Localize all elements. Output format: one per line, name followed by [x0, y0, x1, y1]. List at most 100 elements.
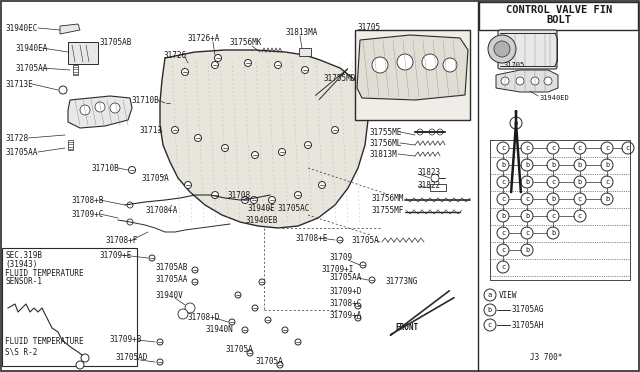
Bar: [430, 184, 446, 191]
Text: c: c: [525, 196, 529, 202]
Circle shape: [497, 193, 509, 205]
Circle shape: [443, 58, 457, 72]
Circle shape: [235, 292, 241, 298]
Text: FLUID TEMPERATURE: FLUID TEMPERATURE: [5, 337, 84, 346]
Text: 31705A: 31705A: [142, 173, 170, 183]
Text: 31709+B: 31709+B: [110, 336, 142, 344]
Polygon shape: [60, 24, 80, 34]
Text: b: b: [501, 162, 505, 168]
Circle shape: [484, 304, 496, 316]
Circle shape: [192, 267, 198, 273]
Circle shape: [497, 210, 509, 222]
Circle shape: [277, 362, 283, 368]
Circle shape: [259, 279, 265, 285]
Text: 31755MF: 31755MF: [372, 205, 404, 215]
Text: b: b: [525, 247, 529, 253]
Text: 31708+E: 31708+E: [295, 234, 328, 243]
Circle shape: [521, 210, 533, 222]
Text: 31708+B: 31708+B: [72, 196, 104, 205]
Text: 31705A: 31705A: [255, 357, 283, 366]
Text: CONTROL VALVE FIN: CONTROL VALVE FIN: [506, 5, 612, 15]
Text: 31710B: 31710B: [132, 96, 160, 105]
Circle shape: [497, 227, 509, 239]
Text: a: a: [488, 292, 492, 298]
Circle shape: [497, 142, 509, 154]
Text: c: c: [501, 264, 505, 270]
Text: 31940EA: 31940EA: [15, 44, 47, 52]
Circle shape: [574, 159, 586, 171]
Circle shape: [110, 103, 120, 113]
Circle shape: [601, 142, 613, 154]
Text: SENSOR-1: SENSOR-1: [5, 278, 42, 286]
Text: 31813M: 31813M: [370, 150, 397, 158]
Polygon shape: [357, 35, 468, 100]
Text: 31709+C: 31709+C: [72, 209, 104, 218]
Bar: [299, 48, 311, 56]
Text: 31940ED: 31940ED: [540, 95, 570, 101]
Circle shape: [211, 61, 218, 68]
Text: VIEW: VIEW: [499, 291, 518, 299]
Text: 31705AA: 31705AA: [5, 148, 37, 157]
Circle shape: [417, 129, 423, 135]
Circle shape: [250, 196, 257, 203]
Text: c: c: [501, 145, 505, 151]
Circle shape: [547, 193, 559, 205]
Text: 31940N: 31940N: [205, 326, 233, 334]
Circle shape: [295, 339, 301, 345]
Circle shape: [95, 102, 105, 112]
Text: FLUID TEMPERATURE: FLUID TEMPERATURE: [5, 269, 84, 278]
Circle shape: [275, 61, 282, 68]
Circle shape: [278, 148, 285, 155]
Text: 31726+A: 31726+A: [188, 33, 220, 42]
Text: 31813MA: 31813MA: [285, 28, 317, 36]
Text: S\S R-2: S\S R-2: [5, 347, 37, 356]
Text: c: c: [501, 230, 505, 236]
Circle shape: [337, 237, 343, 243]
Circle shape: [510, 117, 522, 129]
Circle shape: [185, 303, 195, 313]
Text: c: c: [605, 179, 609, 185]
Bar: [67, 140, 72, 150]
Text: 31773NG: 31773NG: [385, 278, 417, 286]
Circle shape: [574, 176, 586, 188]
Bar: [68, 42, 98, 64]
Circle shape: [244, 60, 252, 67]
Text: b: b: [605, 162, 609, 168]
Circle shape: [301, 67, 308, 74]
Circle shape: [269, 196, 275, 203]
Text: 31822: 31822: [418, 180, 441, 189]
Circle shape: [192, 279, 198, 285]
Text: b: b: [551, 196, 555, 202]
Text: 31940E: 31940E: [248, 203, 276, 212]
Circle shape: [305, 141, 312, 148]
Text: c: c: [578, 196, 582, 202]
Text: c: c: [605, 145, 609, 151]
Circle shape: [369, 277, 375, 283]
Circle shape: [242, 327, 248, 333]
Text: 31709+I: 31709+I: [322, 266, 355, 275]
Text: b: b: [551, 230, 555, 236]
Circle shape: [521, 193, 533, 205]
Circle shape: [355, 315, 361, 321]
Text: b: b: [551, 162, 555, 168]
Circle shape: [241, 196, 248, 203]
Circle shape: [544, 77, 552, 85]
FancyBboxPatch shape: [498, 30, 557, 69]
Circle shape: [164, 99, 172, 106]
Circle shape: [437, 129, 443, 135]
Bar: [2, 248, 137, 366]
Text: BOLT: BOLT: [547, 15, 572, 25]
Text: b: b: [525, 179, 529, 185]
Circle shape: [521, 227, 533, 239]
Text: 31705AC: 31705AC: [278, 203, 310, 212]
Bar: [479, 2, 638, 30]
Circle shape: [319, 182, 326, 189]
Circle shape: [80, 105, 90, 115]
Text: 31709+E: 31709+E: [100, 250, 132, 260]
Text: c: c: [551, 213, 555, 219]
Circle shape: [521, 244, 533, 256]
Circle shape: [157, 339, 163, 345]
Text: 31756MK: 31756MK: [230, 38, 262, 46]
Bar: [72, 65, 77, 75]
Circle shape: [497, 244, 509, 256]
